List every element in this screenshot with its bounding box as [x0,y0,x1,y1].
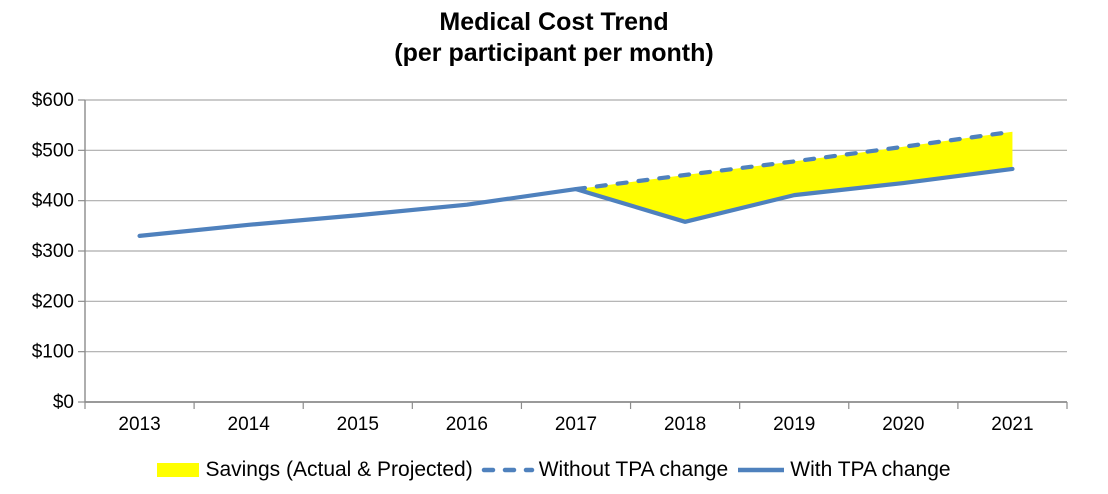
y-tick-label: $200 [32,291,74,312]
x-tick-label: 2021 [991,414,1033,435]
x-tick-label: 2019 [773,414,815,435]
dashed-line-icon [481,467,534,473]
x-tick-label: 2016 [446,414,488,435]
legend-label-savings: Savings (Actual & Projected) [205,458,473,481]
x-tick-label: 2018 [664,414,706,435]
legend-label-without-tpa: Without TPA change [538,458,729,481]
legend-item-with-tpa: With TPA change [728,458,951,482]
x-tick-label: 2014 [228,414,271,435]
legend-label-with-tpa: With TPA change [790,458,951,481]
y-tick-label: $500 [32,140,74,161]
x-tick-label: 2020 [882,414,924,435]
y-tick-label: $100 [32,342,74,363]
chart-title: Medical Cost Trend (per participant per … [0,7,1108,69]
y-tick-label: $600 [32,90,74,111]
y-tick-label: $0 [53,392,74,413]
chart-title-line1: Medical Cost Trend [439,8,669,36]
x-tick-label: 2013 [118,414,160,435]
legend-item-without-tpa: Without TPA change [473,458,729,482]
chart-title-line2: (per participant per month) [394,39,714,67]
legend-item-savings: Savings (Actual & Projected) [157,458,473,482]
savings-area [576,131,1013,222]
x-tick-label: 2017 [555,414,597,435]
y-tick-label: $400 [32,191,74,212]
x-tick-label: 2015 [337,414,379,435]
series-line-without-tpa-change [573,129,1015,192]
y-tick-label: $300 [32,241,74,262]
legend: Savings (Actual & Projected) Without TPA… [0,452,1108,488]
solid-line-icon [738,467,785,473]
savings-swatch-icon [157,463,200,477]
